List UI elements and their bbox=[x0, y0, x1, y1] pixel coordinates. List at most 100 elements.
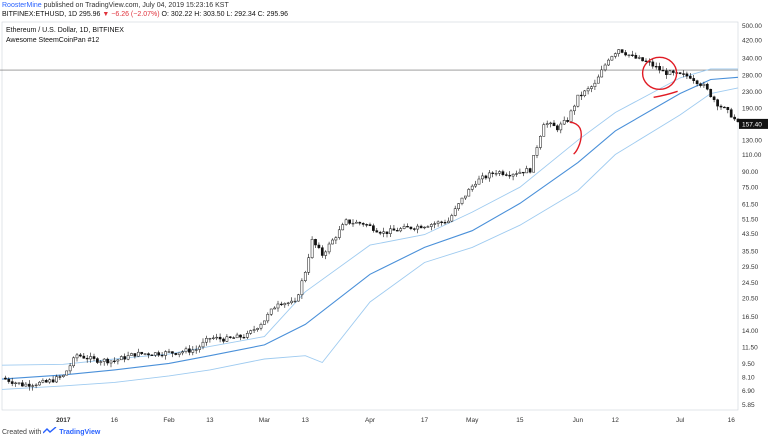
candle-body bbox=[286, 302, 290, 304]
candle-body bbox=[460, 197, 464, 204]
candle-body bbox=[109, 360, 113, 364]
candle-body bbox=[508, 174, 512, 177]
candle-body bbox=[552, 122, 556, 127]
chart-area[interactable]: 500.00420.00340.00280.00230.00190.00160.… bbox=[0, 20, 768, 426]
candle-body bbox=[627, 54, 631, 56]
candle-body bbox=[208, 338, 212, 340]
candle-body bbox=[695, 80, 699, 85]
candle-body bbox=[218, 336, 222, 340]
candle-body bbox=[661, 69, 665, 72]
candle-body bbox=[256, 328, 259, 330]
candle-body bbox=[348, 219, 351, 224]
candle-body bbox=[17, 382, 21, 384]
last-price: 295.96 bbox=[79, 11, 101, 18]
candle-body bbox=[310, 239, 314, 258]
candle-body bbox=[143, 353, 147, 355]
x-tick-label: Mar bbox=[259, 417, 271, 424]
y-tick-label: 75.00 bbox=[742, 185, 759, 192]
candle-body bbox=[385, 231, 389, 234]
candle-body bbox=[539, 136, 542, 148]
candle-body bbox=[487, 172, 491, 179]
y-tick-label: 90.00 bbox=[742, 169, 759, 176]
candle-body bbox=[317, 244, 321, 248]
candle-body bbox=[525, 168, 529, 174]
last-price-label: 157.40 bbox=[742, 121, 762, 128]
candle-body bbox=[515, 173, 518, 175]
candle-body bbox=[61, 374, 65, 377]
candles-layer bbox=[4, 49, 740, 391]
candle-body bbox=[249, 330, 253, 334]
candle-body bbox=[447, 220, 450, 224]
published-text: published on TradingView.com, July 04, 2… bbox=[43, 2, 229, 9]
candle-body bbox=[31, 385, 35, 387]
candle-body bbox=[307, 257, 311, 273]
candle-body bbox=[610, 56, 614, 61]
candle-body bbox=[600, 69, 604, 78]
candle-body bbox=[358, 221, 362, 224]
candle-body bbox=[726, 107, 730, 110]
y-tick-label: 6.90 bbox=[742, 388, 755, 395]
candle-body bbox=[542, 124, 546, 137]
candle-body bbox=[644, 60, 648, 62]
candle-body bbox=[82, 355, 86, 359]
author-link[interactable]: RoosterMine bbox=[2, 2, 42, 9]
candle-body bbox=[106, 358, 109, 364]
candle-body bbox=[429, 224, 433, 227]
candle-body bbox=[637, 57, 641, 59]
candle-body bbox=[498, 171, 501, 174]
candle-body bbox=[481, 175, 484, 180]
candle-body bbox=[654, 66, 658, 68]
candle-body bbox=[423, 226, 426, 229]
candle-body bbox=[27, 383, 31, 387]
plot-border bbox=[1, 21, 739, 411]
y-tick-label: 43.50 bbox=[742, 231, 759, 238]
tradingview-brand[interactable]: TradingView bbox=[59, 429, 101, 436]
candle-body bbox=[153, 352, 157, 356]
candle-body bbox=[361, 223, 365, 225]
price-chart[interactable]: 500.00420.00340.00280.00230.00190.00160.… bbox=[0, 20, 768, 426]
candle-body bbox=[412, 228, 416, 230]
candle-body bbox=[365, 224, 368, 226]
x-tick-label: Feb bbox=[163, 417, 175, 424]
candle-body bbox=[521, 171, 525, 174]
candle-body bbox=[579, 94, 583, 97]
y-tick-label: 24.50 bbox=[742, 280, 759, 287]
candle-body bbox=[126, 355, 130, 360]
candle-body bbox=[181, 351, 184, 354]
candle-body bbox=[484, 175, 488, 179]
candle-body bbox=[327, 243, 331, 253]
price-axis: 500.00420.00340.00280.00230.00190.00160.… bbox=[739, 23, 768, 409]
candle-body bbox=[566, 120, 569, 122]
candle-body bbox=[300, 280, 304, 296]
candle-body bbox=[634, 55, 638, 59]
candle-body bbox=[7, 378, 11, 382]
candle-body bbox=[239, 334, 242, 338]
candle-body bbox=[344, 219, 348, 225]
candle-body bbox=[351, 222, 355, 225]
candle-body bbox=[719, 105, 723, 108]
candle-body bbox=[235, 334, 239, 339]
x-tick-label: 13 bbox=[206, 417, 214, 424]
legend-indicator[interactable]: Awesome SteemCoinPan #12 bbox=[6, 37, 100, 44]
candle-body bbox=[21, 382, 24, 387]
x-tick-label: 16 bbox=[728, 417, 736, 424]
candle-body bbox=[324, 251, 328, 256]
candle-body bbox=[699, 83, 702, 86]
candle-body bbox=[225, 336, 229, 342]
created-with-text: Created with bbox=[2, 429, 42, 436]
candle-body bbox=[433, 223, 437, 225]
candle-body bbox=[368, 224, 372, 226]
x-tick-label: 17 bbox=[421, 417, 429, 424]
candle-body bbox=[409, 226, 413, 229]
upper-band-line bbox=[1, 68, 738, 366]
ohlc-line: BITFINEX:ETHUSD, 1D 295.96 ▼ −6.26 (−2.0… bbox=[2, 11, 288, 18]
low-value: L: 292.34 bbox=[226, 11, 256, 18]
candle-body bbox=[545, 123, 549, 125]
candle-body bbox=[395, 230, 399, 232]
candle-body bbox=[198, 346, 201, 350]
candle-body bbox=[252, 329, 256, 331]
candle-body bbox=[297, 294, 300, 302]
candle-body bbox=[38, 381, 41, 386]
candle-body bbox=[188, 348, 191, 353]
candle-body bbox=[164, 351, 167, 356]
